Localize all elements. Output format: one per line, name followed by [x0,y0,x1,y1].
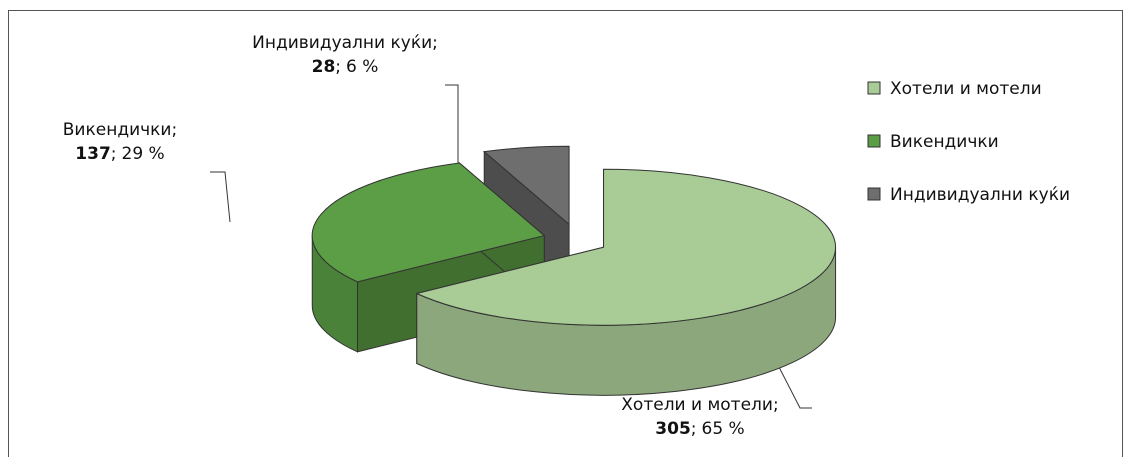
label-separator: ; [111,144,117,164]
label-name: Индивидуални куќи [252,33,432,53]
label-value: 28 [312,57,336,77]
slice [483,145,570,226]
label-separator: ; [773,395,779,415]
leader-line [445,84,459,168]
label-separator: ; [432,33,438,53]
label-percent: 6 % [346,57,378,77]
label-name: Викендички [63,120,172,140]
slice [311,162,546,283]
label-name: Хотели и мотели [621,395,773,415]
legend-swatch [867,187,881,201]
label-separator: ; [691,419,697,439]
data-labels: Хотели и мотели;305; 65 %Викендички;137; 2… [63,33,779,439]
legend-label: Хотели и мотели [890,79,1042,99]
data-label: 28; 6 % [312,57,379,77]
legend-swatch [867,134,881,148]
pie [311,145,837,396]
legend-label: Индивидуални куќи [890,185,1070,205]
legend-label: Викендички [890,132,999,152]
label-value: 137 [75,144,111,164]
slice [415,168,837,326]
data-label: 137; 29 % [75,144,164,164]
label-percent: 65 % [702,419,745,439]
data-label: Хотели и мотели; [621,395,778,415]
label-value: 305 [655,419,691,439]
data-label: Индивидуални куќи; [252,33,438,53]
label-percent: 29 % [122,144,165,164]
legend-swatch [867,81,881,95]
legend: Хотели и мотели Викендички Индивидуални ку… [867,79,1070,205]
leader-line [210,171,231,223]
data-label: Викендички; [63,120,177,140]
data-label: 305; 65 % [655,419,744,439]
label-separator: ; [171,120,177,140]
label-separator: ; [335,57,341,77]
